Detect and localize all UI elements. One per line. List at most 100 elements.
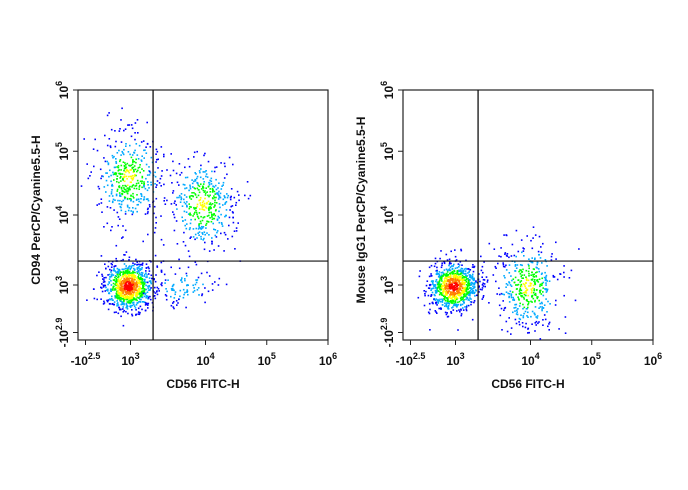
event-dot (128, 176, 130, 178)
event-dot (185, 245, 187, 247)
event-dot (463, 279, 465, 281)
event-dot (177, 302, 179, 304)
event-dot (188, 250, 190, 252)
event-dot (438, 276, 440, 278)
event-dot (481, 289, 483, 291)
event-dot (120, 154, 122, 156)
event-dot (125, 164, 127, 166)
event-dot (208, 196, 210, 198)
event-dot (208, 234, 210, 236)
event-dot (528, 303, 530, 305)
event-dot (450, 270, 452, 272)
event-dot (120, 271, 122, 273)
event-dot (139, 164, 141, 166)
event-dot (141, 309, 143, 311)
event-dot (198, 189, 200, 191)
event-dot (173, 308, 175, 310)
event-dot (212, 189, 214, 191)
event-dot (455, 299, 457, 301)
event-dot (119, 280, 121, 282)
event-dot (449, 297, 451, 299)
event-dot (203, 217, 205, 219)
event-dot (525, 327, 527, 329)
event-dot (143, 185, 145, 187)
event-dot (453, 281, 455, 283)
event-dot (563, 265, 565, 267)
event-dot (148, 266, 150, 268)
event-dot (137, 154, 139, 156)
event-dot (501, 329, 503, 331)
event-dot (107, 301, 109, 303)
event-dot (117, 294, 119, 296)
event-dot (134, 150, 136, 152)
event-dot (224, 232, 226, 234)
event-dot (453, 270, 455, 272)
event-dot (175, 291, 177, 293)
event-dot (117, 298, 119, 300)
event-dot (503, 275, 505, 277)
event-dot (124, 196, 126, 198)
event-dot (148, 297, 150, 299)
event-dot (114, 167, 116, 169)
event-dot (122, 173, 124, 175)
event-dot (456, 310, 458, 312)
event-dot (208, 208, 210, 210)
event-dot (209, 275, 211, 277)
event-dot (459, 283, 461, 285)
event-dot (111, 276, 113, 278)
event-dot (132, 212, 134, 214)
event-dot (204, 205, 206, 207)
event-dot (122, 194, 124, 196)
event-dot (139, 286, 141, 288)
event-dot (147, 211, 149, 213)
event-dot (130, 210, 132, 212)
event-dot (103, 277, 105, 279)
event-dot (419, 270, 421, 272)
event-dot (146, 263, 148, 265)
event-dot (520, 264, 522, 266)
event-dot (458, 280, 460, 282)
event-dot (147, 291, 149, 293)
event-dot (505, 265, 507, 267)
event-dot (172, 192, 174, 194)
event-dot (136, 194, 138, 196)
event-dot (181, 193, 183, 195)
event-dot (114, 270, 116, 272)
event-dot (122, 259, 124, 261)
event-dot (199, 186, 201, 188)
event-dot (193, 236, 195, 238)
y-tick-label: 105 (379, 142, 396, 160)
event-dot (195, 179, 197, 181)
event-dot (131, 289, 133, 291)
event-dot (204, 209, 206, 211)
event-dot (468, 294, 470, 296)
event-dot (145, 302, 147, 304)
event-dot (145, 178, 147, 180)
event-dot (99, 188, 101, 190)
event-dot (449, 268, 451, 270)
event-dot (93, 288, 95, 290)
event-dot (458, 294, 460, 296)
event-dot (114, 277, 116, 279)
event-dot (155, 274, 157, 276)
event-dot (124, 263, 126, 265)
event-dot (517, 264, 519, 266)
event-dot (548, 329, 550, 331)
event-dot (170, 267, 172, 269)
event-dot (81, 185, 83, 187)
event-dot (522, 271, 524, 273)
event-dot (96, 275, 98, 277)
event-dot (119, 128, 121, 130)
event-dot (165, 279, 167, 281)
event-dot (196, 197, 198, 199)
event-dot (525, 323, 527, 325)
event-dot (214, 197, 216, 199)
plot-frame (78, 90, 328, 340)
event-dot (121, 204, 123, 206)
event-dot (465, 295, 467, 297)
event-dot (545, 298, 547, 300)
event-dot (194, 290, 196, 292)
event-dot (235, 204, 237, 206)
event-dot (215, 229, 217, 231)
event-dot (555, 242, 557, 244)
